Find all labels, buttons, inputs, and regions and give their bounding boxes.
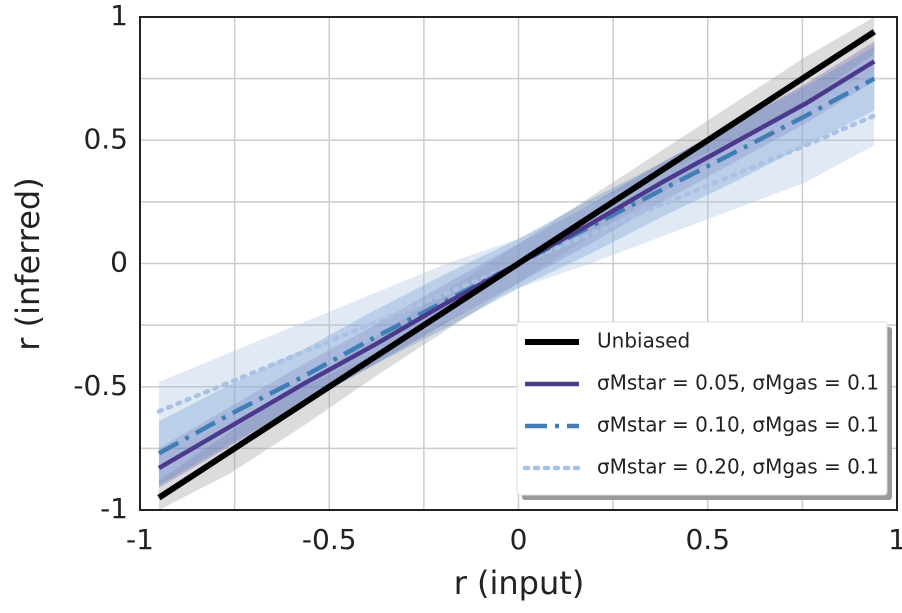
x-tick-label: -1 [126,523,154,556]
y-axis-label: r (inferred) [9,177,47,350]
y-tick-label: 0.5 [83,122,128,155]
legend-box [516,321,888,496]
legend-label: σMstar = 0.20, σMgas = 0.1 [597,455,879,479]
series-layer [156,17,877,510]
y-tick-label: -0.5 [73,369,128,402]
series-line [157,29,876,501]
x-axis-label: r (input) [454,564,585,602]
y-tick-label: 0 [110,246,128,279]
plot-frame [139,16,898,511]
y-tick-label: -1 [100,492,128,525]
y-tick-label: 1 [110,0,128,32]
x-tick-label: -0.5 [302,523,357,556]
x-tick-label: 0.5 [685,523,730,556]
x-tick-label: 0 [510,523,528,556]
x-tick-label: 1 [888,523,902,556]
legend-label: σMstar = 0.05, σMgas = 0.1 [597,371,879,395]
legend-label: σMstar = 0.10, σMgas = 0.1 [597,413,879,437]
legend-label: Unbiased [597,329,690,353]
series-line [157,76,876,456]
